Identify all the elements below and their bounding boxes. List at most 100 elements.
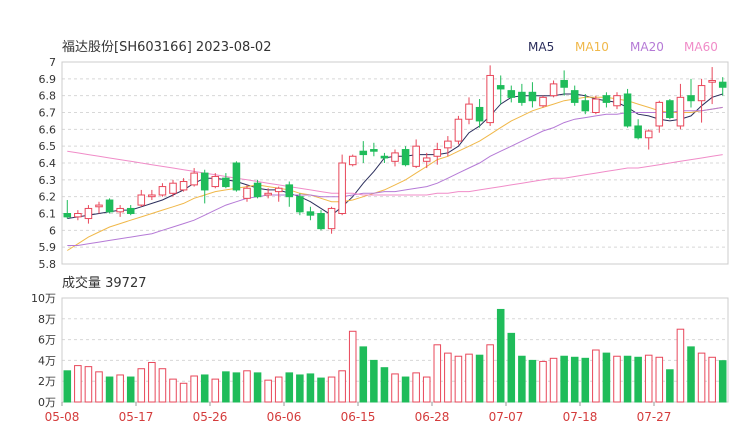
- candle-body: [243, 187, 251, 199]
- candle-body: [264, 192, 272, 196]
- volume-bar: [200, 374, 209, 403]
- volume-bar: [190, 375, 198, 403]
- volume-bar: [359, 346, 368, 403]
- candle-body: [285, 184, 294, 198]
- price-tick-label: 6.4: [39, 157, 57, 170]
- volume-bar: [676, 328, 685, 403]
- volume-bar: [412, 372, 420, 403]
- price-tick-label: 6.8: [39, 90, 57, 103]
- volume-bar: [232, 372, 241, 403]
- candle-body: [718, 81, 727, 88]
- date-tick-label: 07-27: [637, 410, 672, 424]
- candle-body: [200, 172, 209, 191]
- volume-bar: [179, 382, 188, 403]
- volume-bar: [63, 370, 72, 403]
- volume-bar: [274, 376, 283, 403]
- volume-bar: [613, 355, 621, 403]
- volume-bar: [391, 373, 399, 403]
- candle-body: [444, 140, 452, 149]
- candle-body: [179, 181, 188, 191]
- candle-body: [211, 175, 220, 188]
- candle-body: [84, 207, 93, 220]
- volume-bar: [422, 376, 431, 403]
- ma-legend: MA5 MA10 MA20 MA60: [528, 40, 718, 54]
- volume-bar: [126, 376, 135, 403]
- candle-body: [158, 186, 167, 196]
- volume-bar: [222, 371, 230, 403]
- candle-body: [518, 91, 526, 103]
- volume-bar: [137, 368, 146, 403]
- candle-body: [697, 85, 706, 102]
- candle-body: [666, 100, 674, 119]
- price-tick-label: 6.1: [39, 208, 57, 221]
- price-panel-frame: [61, 61, 729, 265]
- candle-body: [296, 196, 304, 213]
- candle-body: [433, 149, 442, 157]
- volume-bar: [644, 354, 653, 403]
- volume-bar: [634, 356, 642, 403]
- candle-body: [359, 150, 368, 156]
- candle-body: [317, 213, 325, 230]
- candle-body: [486, 74, 494, 124]
- candle-body: [391, 152, 399, 162]
- candle-body: [253, 182, 262, 198]
- candle-body: [581, 100, 590, 112]
- volume-bar: [296, 374, 304, 403]
- volume-tick-label: 10万: [31, 292, 56, 305]
- volume-bar: [475, 354, 484, 403]
- candle-body: [465, 103, 473, 120]
- chart-title: 福达股份[SH603166] 2023-08-02: [62, 40, 271, 55]
- volume-bar: [518, 355, 526, 403]
- volume-bar: [306, 373, 315, 403]
- candle-body: [348, 155, 357, 166]
- volume-bar: [285, 372, 294, 403]
- candle-body: [380, 155, 389, 159]
- candle-body: [422, 157, 431, 162]
- volume-bar: [264, 379, 272, 403]
- candle-body: [623, 93, 632, 127]
- candle-body: [116, 207, 124, 213]
- ma60-line: [67, 150, 723, 196]
- legend-ma20: MA20: [630, 40, 664, 54]
- volume-bar: [465, 353, 473, 403]
- candle-body: [454, 118, 463, 142]
- price-tick-label: 6.9: [39, 73, 57, 86]
- price-tick-label: 6.2: [39, 191, 57, 204]
- price-tick-label: 6.3: [39, 174, 57, 187]
- candle-body: [370, 149, 378, 152]
- candle-body: [95, 204, 103, 208]
- date-tick-label: 07-07: [489, 410, 524, 424]
- candle-body: [528, 91, 537, 102]
- volume-bar: [105, 376, 114, 403]
- candle-body: [105, 199, 114, 213]
- date-tick-label: 05-17: [119, 410, 154, 424]
- volume-tick-label: 6万: [38, 334, 56, 347]
- date-tick-label: 06-28: [415, 410, 450, 424]
- volume-bar: [592, 349, 600, 403]
- price-tick-label: 6.6: [39, 123, 57, 136]
- candle-body: [708, 80, 716, 83]
- volume-bar: [560, 355, 568, 403]
- volume-bar: [370, 359, 378, 403]
- candle-body: [592, 98, 600, 113]
- volume-bar: [708, 356, 716, 403]
- candle-body: [570, 90, 579, 103]
- date-tick-label: 05-08: [45, 410, 80, 424]
- legend-ma60: MA60: [684, 40, 718, 54]
- volume-bar: [454, 355, 463, 403]
- candle-body: [306, 211, 315, 216]
- candle-body: [507, 90, 516, 98]
- volume-bar: [549, 357, 558, 403]
- volume-bar: [539, 360, 547, 403]
- candle-body: [401, 149, 410, 166]
- legend-ma10: MA10: [575, 40, 609, 54]
- candle-body: [338, 162, 346, 214]
- volume-bar: [84, 366, 93, 403]
- volume-bar: [623, 355, 632, 403]
- candle-body: [475, 106, 484, 122]
- volume-bar: [486, 344, 494, 403]
- candle-body: [644, 130, 653, 139]
- candle-body: [232, 162, 241, 191]
- volume-bar: [433, 344, 442, 403]
